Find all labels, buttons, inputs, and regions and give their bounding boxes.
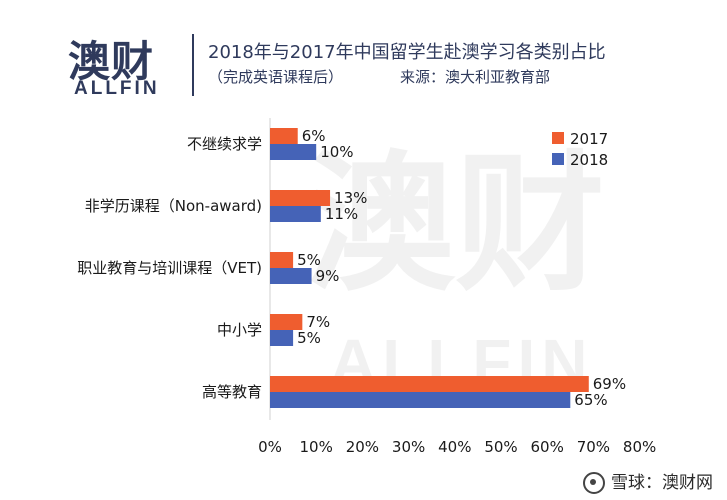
- bar-2017: [270, 252, 294, 268]
- category-label: 不继续求学: [187, 135, 262, 153]
- x-tick-label: 70%: [577, 438, 610, 456]
- bar-2017: [270, 314, 303, 330]
- bar-2018: [270, 392, 571, 408]
- chart-subtitle: （完成英语课程后）: [208, 68, 344, 86]
- legend-swatch-2017: [552, 132, 564, 144]
- legend-swatch-2018: [552, 153, 564, 165]
- data-label: 69%: [593, 375, 626, 393]
- x-tick-label: 30%: [392, 438, 425, 456]
- category-label: 中小学: [217, 321, 262, 339]
- snowball-logo-icon: [583, 472, 605, 494]
- data-label: 5%: [297, 251, 321, 269]
- footer-text: 雪球：澳财网: [611, 473, 713, 493]
- bar-2018: [270, 330, 294, 346]
- data-label: 7%: [306, 313, 330, 331]
- data-label: 65%: [574, 391, 607, 409]
- data-label: 13%: [334, 189, 367, 207]
- watermark-logo-chinese: 澳财: [305, 138, 606, 312]
- bar-2018: [270, 206, 321, 222]
- data-label: 5%: [297, 329, 321, 347]
- category-label: 非学历课程（Non-award): [85, 197, 262, 215]
- bar-2017: [270, 190, 331, 206]
- x-tick-label: 0%: [258, 438, 282, 456]
- category-label: 高等教育: [202, 383, 262, 401]
- x-tick-label: 50%: [484, 438, 517, 456]
- bar-2017: [270, 376, 589, 392]
- brand-logo-english: ALLFIN: [74, 78, 160, 99]
- chart-source: 来源：澳大利亚教育部: [400, 68, 551, 86]
- x-tick-label: 20%: [346, 438, 379, 456]
- x-tick-label: 80%: [623, 438, 656, 456]
- header-divider: [192, 34, 194, 96]
- x-tick-label: 10%: [300, 438, 333, 456]
- legend-label: 2017: [570, 130, 608, 148]
- x-tick-label: 40%: [438, 438, 471, 456]
- category-label: 职业教育与培训课程（VET): [77, 259, 262, 277]
- data-label: 6%: [302, 127, 326, 145]
- data-label: 10%: [320, 143, 353, 161]
- x-tick-label: 60%: [531, 438, 564, 456]
- data-label: 11%: [325, 205, 358, 223]
- footer-credit: 雪球：澳财网: [583, 468, 713, 494]
- bar-2018: [270, 268, 312, 284]
- legend-label: 2018: [570, 151, 608, 169]
- bar-2017: [270, 128, 298, 144]
- brand-logo-chinese: 澳财: [68, 37, 155, 86]
- bar-2018: [270, 144, 317, 160]
- data-label: 9%: [316, 267, 340, 285]
- chart-title: 2018年与2017年中国留学生赴澳学习各类别占比: [208, 42, 606, 63]
